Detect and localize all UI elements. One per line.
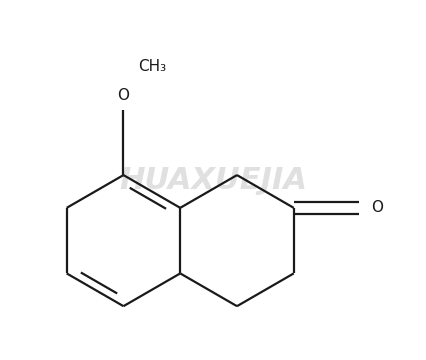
Text: CH₃: CH₃ bbox=[138, 59, 166, 75]
Text: O: O bbox=[118, 87, 130, 103]
Text: O: O bbox=[371, 201, 383, 215]
Text: HUAXUEJIA: HUAXUEJIA bbox=[119, 166, 307, 194]
